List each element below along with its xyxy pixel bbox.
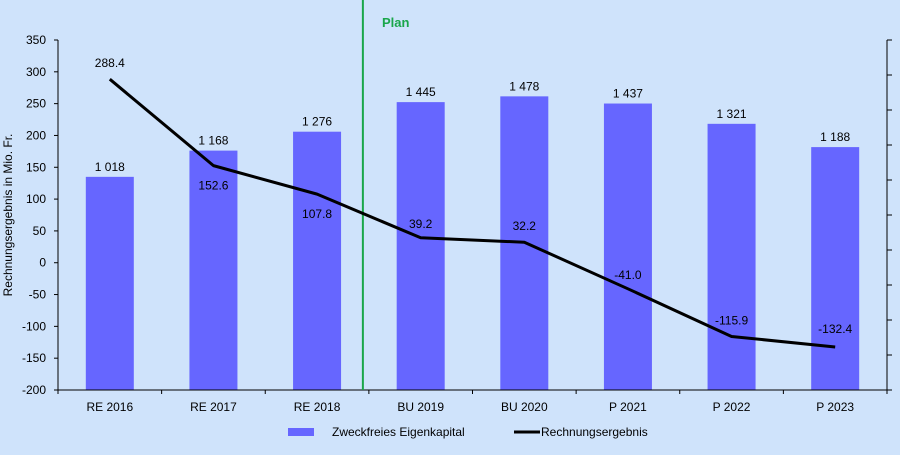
y-tick-label: 50 (33, 224, 47, 238)
x-category-label: P 2023 (816, 400, 854, 414)
bar-value-label: 1 188 (820, 130, 850, 144)
bar-value-label: 1 321 (717, 107, 747, 121)
bar-value-label: 1 478 (509, 79, 539, 93)
bar-eigenkapital (293, 131, 342, 390)
y-tick-label: 100 (26, 192, 46, 206)
x-category-label: P 2022 (713, 400, 751, 414)
line-value-label: 39.2 (409, 217, 433, 231)
y-tick-label: -100 (22, 319, 46, 333)
bar-eigenkapital (603, 103, 652, 391)
line-value-label: -132.4 (818, 322, 852, 336)
line-value-label: -41.0 (614, 268, 642, 282)
plan-annotation: Plan (382, 15, 410, 30)
y-tick-label: 150 (26, 160, 46, 174)
bar-value-label: 1 445 (406, 85, 436, 99)
labels-layer: 1 018 1 168 1 276 1 445 1 478 1 437 1 321 1 188… (95, 56, 853, 336)
line-value-label: 32.2 (513, 219, 537, 233)
y-tick-label: -50 (29, 288, 47, 302)
y-tick-label: -200 (22, 383, 46, 397)
y-tick-label: 0 (39, 256, 46, 270)
x-category-label: RE 2017 (190, 400, 237, 414)
x-category-label: P 2021 (609, 400, 647, 414)
line-value-label: -115.9 (715, 313, 748, 327)
legend: Zweckfreies Eigenkapital Rechnungsergebn… (288, 425, 648, 439)
bar-eigenkapital (85, 176, 134, 390)
bar-value-label: 1 276 (302, 115, 332, 129)
x-category-label: BU 2020 (501, 400, 548, 414)
line-value-label: 107.8 (302, 207, 332, 221)
bar-value-label: 1 437 (613, 87, 643, 101)
bar-eigenkapital (189, 150, 238, 390)
x-category-label: RE 2016 (86, 400, 133, 414)
x-category-label: BU 2019 (397, 400, 444, 414)
bar-eigenkapital (707, 123, 756, 390)
legend-swatch-eigenkapital (288, 428, 314, 436)
line-value-label: 288.4 (95, 56, 125, 70)
axes-layer: 350 300 250 200 150 100 50 0 -50 -100 -150 -200 RE 2… (22, 0, 892, 414)
y-tick-label: 250 (26, 97, 46, 111)
y-tick-label: 300 (26, 65, 46, 79)
y-tick-label: 350 (26, 33, 46, 47)
y-tick-label: 200 (26, 128, 46, 142)
legend-label-eigenkapital: Zweckfreies Eigenkapital (332, 425, 465, 439)
bar-eigenkapital (811, 147, 860, 390)
bar-eigenkapital (396, 102, 445, 390)
line-layer (108, 78, 836, 349)
bar-value-label: 1 168 (198, 134, 228, 148)
bar-value-label: 1 018 (95, 160, 125, 174)
line-rechnungsergebnis (108, 78, 836, 349)
y-axis-title: Rechnungsergebnis in Mio. Fr. (1, 134, 15, 297)
y-tick-label: -150 (22, 351, 46, 365)
x-category-label: RE 2018 (294, 400, 341, 414)
legend-label-rechnungsergebnis: Rechnungsergebnis (541, 425, 648, 439)
line-value-label: 152.6 (198, 179, 228, 193)
